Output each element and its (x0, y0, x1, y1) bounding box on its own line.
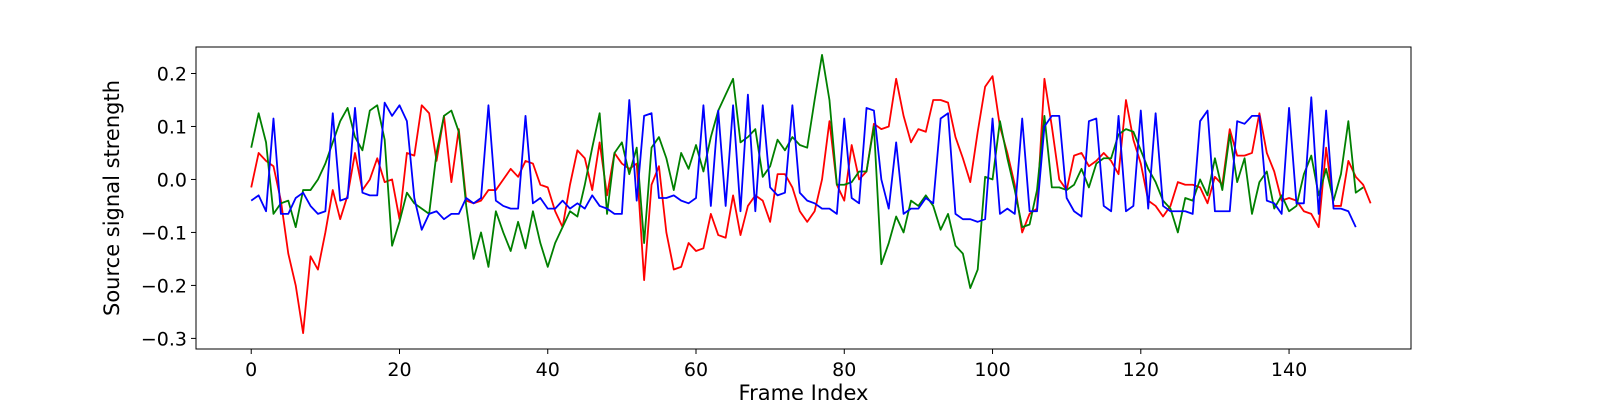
y-tick-label: −0.2 (141, 275, 187, 297)
x-tick-label: 40 (536, 359, 560, 381)
x-tick-label: 20 (387, 359, 411, 381)
series-layer (250, 54, 1372, 335)
series-line-2 (250, 54, 1364, 289)
y-axis-label: Source signal strength (100, 80, 124, 316)
x-tick-label: 80 (832, 359, 856, 381)
x-tick-label: 0 (245, 359, 257, 381)
x-tick-label: 140 (1271, 359, 1307, 381)
x-tick-label: 120 (1123, 359, 1159, 381)
x-tick-label: 60 (684, 359, 708, 381)
plot-frame (195, 46, 1412, 350)
x-tick-label: 100 (974, 359, 1010, 381)
y-tick-label: 0.1 (157, 116, 187, 138)
x-axis-label: Frame Index (739, 381, 869, 400)
series-line-3 (250, 93, 1357, 231)
y-axis-ticks: −0.3 −0.2 −0.1 0.0 0.1 0.2 (141, 63, 196, 350)
y-tick-label: −0.3 (141, 328, 187, 350)
y-tick-label: 0.0 (157, 169, 187, 191)
y-tick-label: 0.2 (157, 63, 187, 85)
x-axis-ticks: 0 20 40 60 80 100 120 140 (245, 349, 1307, 381)
series-line-1 (250, 75, 1372, 335)
y-tick-label: −0.1 (141, 222, 187, 244)
